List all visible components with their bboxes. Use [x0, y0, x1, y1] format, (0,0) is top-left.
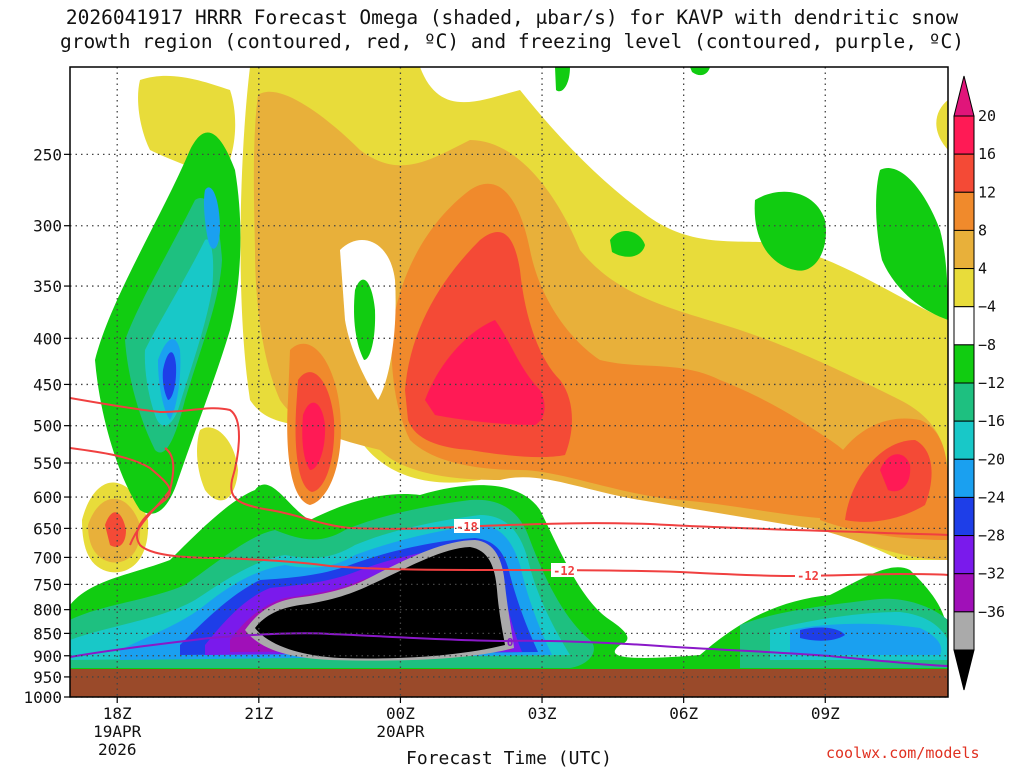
omega-shading	[70, 67, 948, 680]
omega-region-blue-column-top	[204, 187, 220, 249]
y-tick-label-550: 550	[33, 454, 62, 473]
y-tick-label-700: 700	[33, 548, 62, 567]
x-tick-label-0-0: 18Z	[103, 704, 132, 723]
colorbar-tick-label-12: −32	[978, 565, 1005, 583]
chart-title-line-1: 2026041917 HRRR Forecast Omega (shaded, …	[65, 6, 959, 29]
omega-region-black-core	[255, 547, 505, 659]
omega-region-green-small	[610, 230, 645, 257]
omega-region-green-mid-right	[754, 191, 826, 271]
colorbar: 20 16 12 8 4 −4 −8 −12 −16 −20 −24 −28 −32 −36	[953, 75, 1005, 691]
colorbar-tick-label-4: 4	[978, 260, 987, 278]
grid-lines	[70, 67, 948, 698]
credit-text: coolwx.com/models	[826, 744, 980, 762]
x-tick-label-0-1: 19APR	[93, 722, 142, 741]
y-tick-label-800: 800	[33, 601, 62, 620]
y-tick-label-300: 300	[33, 217, 62, 236]
omega-region-magenta-21z	[302, 402, 326, 470]
colorbar-top-triangle	[953, 75, 975, 117]
x-axis-label: Forecast Time (UTC)	[406, 748, 612, 768]
contour-label-minus-12-a: -12	[553, 564, 575, 578]
omega-region-darkblue-lower-right	[800, 627, 845, 641]
colorbar-bottom-triangle	[953, 649, 975, 691]
contour-label-minus-18: -18	[456, 520, 478, 534]
colorbar-tick-label-13: −36	[978, 603, 1005, 621]
colorbar-tick-label-1: 16	[978, 145, 996, 163]
y-tick-label-350: 350	[33, 277, 62, 296]
colorbar-tick-label-9: −20	[978, 450, 1005, 468]
colorbar-box-4	[953, 268, 975, 308]
colorbar-box-3	[953, 229, 975, 270]
omega-region-yellow-right	[936, 100, 948, 150]
contour-minus-12-branch	[129, 447, 175, 546]
plot-area	[70, 67, 948, 697]
colorbar-tick-label-5: −4	[978, 298, 996, 316]
colorbar-tick-label-2: 12	[978, 183, 996, 201]
omega-region-green-topbits	[555, 67, 710, 92]
colorbar-box-13	[953, 611, 975, 651]
omega-region-red-left	[105, 512, 126, 547]
colorbar-box-9	[953, 458, 975, 498]
y-tick-label-750: 750	[33, 575, 62, 594]
y-tick-label-250: 250	[33, 145, 62, 164]
colorbar-box-5	[953, 306, 975, 346]
y-tick-label-900: 900	[33, 647, 62, 666]
x-tick-label-1-0: 21Z	[244, 704, 273, 723]
ground-surface	[70, 669, 948, 697]
omega-region-yellow-mid	[197, 427, 238, 501]
colorbar-box-6	[953, 344, 975, 384]
y-tick-label-1000: 1000	[23, 688, 62, 707]
plot-frame	[69, 66, 949, 698]
colorbar-tick-label-3: 8	[978, 221, 987, 239]
y-axis-ticks: 250 300 350 400 450 500 550 600 650 700 750 800 850 9…	[23, 145, 70, 707]
colorbar-box-10	[953, 496, 975, 537]
colorbar-tick-label-11: −28	[978, 527, 1005, 545]
omega-region-green-upper-right	[876, 168, 948, 320]
colorbar-tick-label-6: −8	[978, 336, 996, 354]
colorbar-box-12	[953, 573, 975, 613]
contour-label-zero: 0	[507, 636, 514, 649]
contour-label-minus-12-b: -12	[797, 569, 819, 583]
x-tick-label-5-0: 09Z	[811, 704, 840, 723]
omega-region-magenta-right	[880, 454, 911, 492]
omega-region-green-hole	[354, 279, 376, 360]
x-tick-label-0-2: 2026	[98, 740, 137, 759]
omega-region-darkblue-column	[162, 352, 177, 400]
y-tick-label-850: 850	[33, 624, 62, 643]
colorbar-tick-label-8: −16	[978, 412, 1005, 430]
x-tick-label-3-0: 03Z	[528, 704, 557, 723]
omega-region-magenta	[425, 320, 545, 425]
colorbar-box-1	[953, 153, 975, 193]
colorbar-box-8	[953, 420, 975, 460]
colorbar-tick-label-7: −12	[978, 374, 1005, 392]
x-tick-label-2-1: 20APR	[376, 722, 425, 741]
y-tick-label-500: 500	[33, 417, 62, 436]
contour-labels: -18 -12 -12 0	[454, 519, 821, 649]
colorbar-box-2	[953, 191, 975, 231]
chart-title-line-2: growth region (contoured, red, ºC) and f…	[60, 30, 964, 53]
colorbar-box-11	[953, 535, 975, 575]
x-tick-label-2-0: 00Z	[386, 704, 415, 723]
y-tick-label-600: 600	[33, 488, 62, 507]
colorbar-box-0	[953, 115, 975, 155]
y-tick-label-950: 950	[33, 668, 62, 687]
chart-title: 2026041917 HRRR Forecast Omega (shaded, …	[0, 6, 1024, 54]
y-tick-label-400: 400	[33, 329, 62, 348]
colorbar-tick-label-10: −24	[978, 488, 1005, 506]
colorbar-box-7	[953, 382, 975, 422]
x-tick-label-4-0: 06Z	[669, 704, 698, 723]
y-tick-label-450: 450	[33, 375, 62, 394]
y-tick-label-650: 650	[33, 519, 62, 538]
colorbar-tick-label-0: 20	[978, 107, 996, 125]
